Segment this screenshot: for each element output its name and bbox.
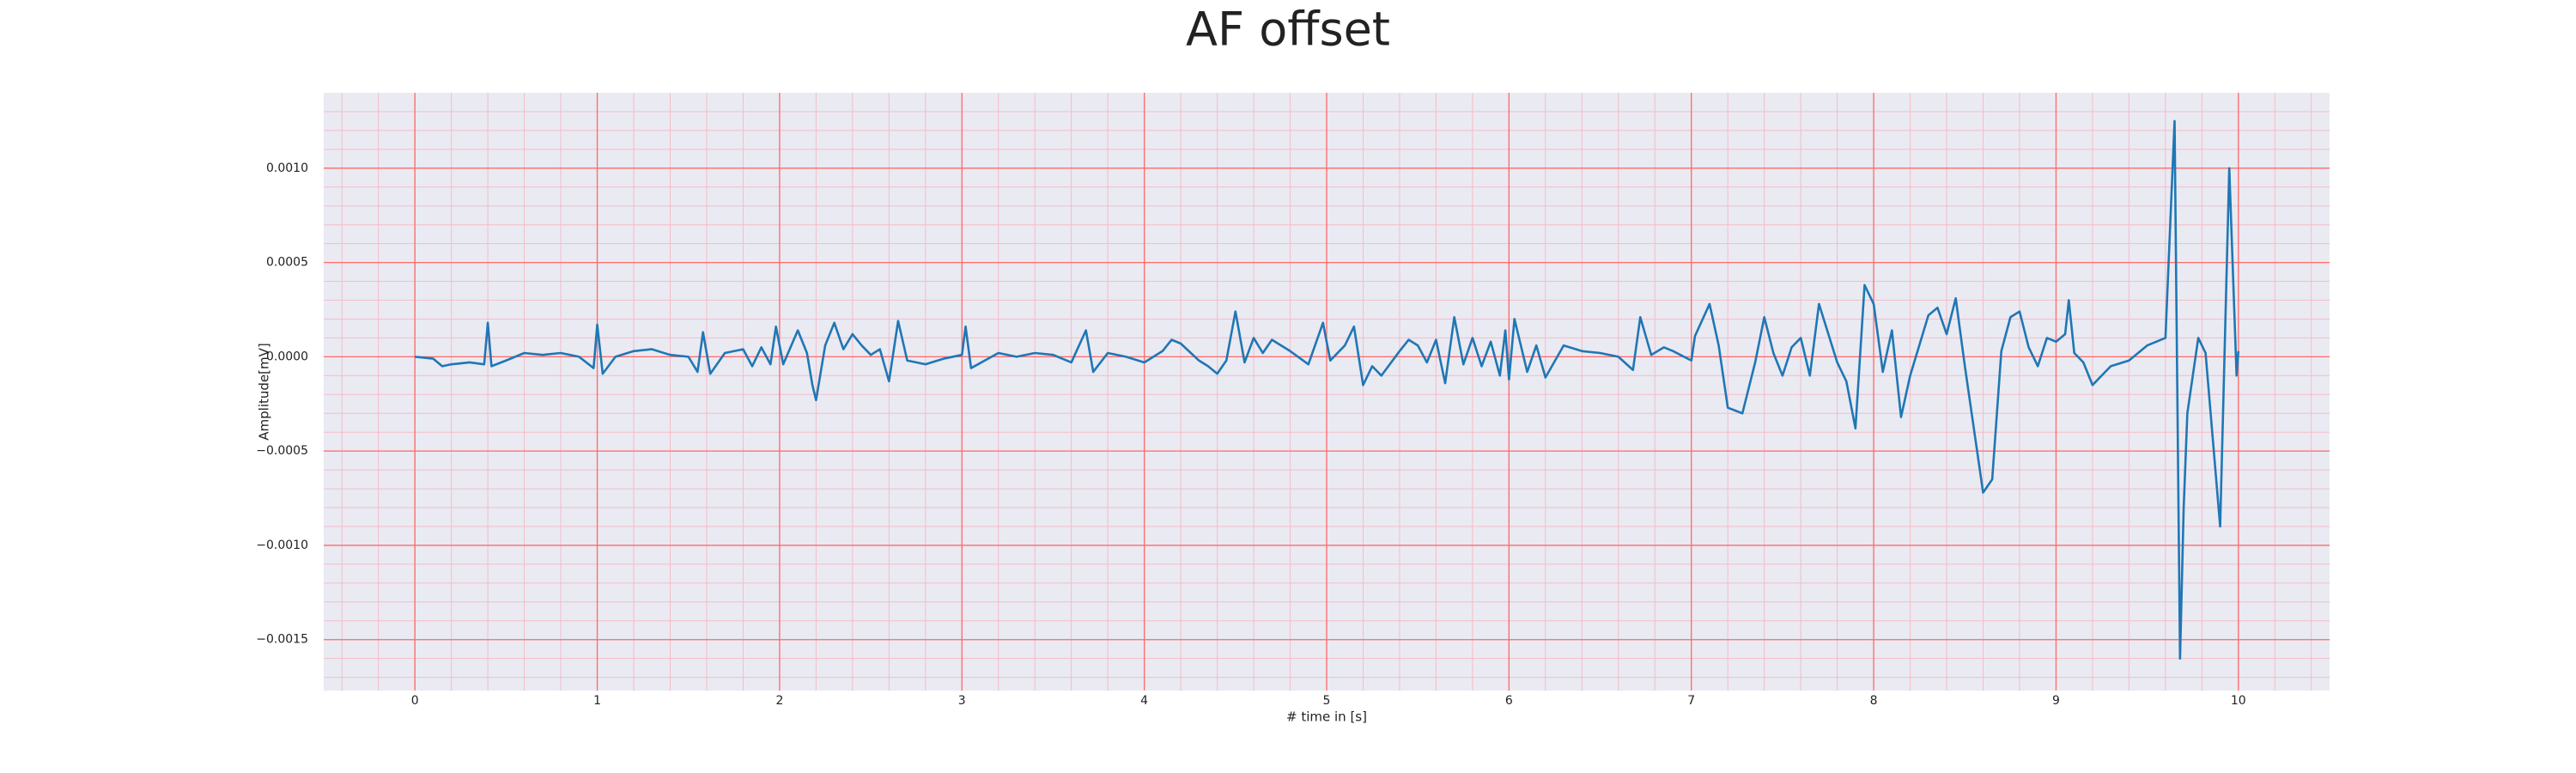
y-axis-label: Amplitude[mV] (257, 343, 272, 440)
y-tick-label: −0.0010 (256, 539, 308, 552)
x-tick-label: 6 (1505, 694, 1513, 708)
y-tick-label: 0.0000 (266, 350, 308, 363)
y-tick-label: 0.0010 (266, 161, 308, 175)
x-tick-label: 5 (1323, 694, 1331, 708)
x-axis-label: # time in [s] (1286, 709, 1367, 725)
x-tick-label: 1 (593, 694, 601, 708)
y-tick-label: 0.0005 (266, 256, 308, 270)
x-tick-label: 0 (411, 694, 419, 708)
x-tick-label: 4 (1140, 694, 1148, 708)
y-tick-label: −0.0015 (256, 633, 308, 647)
x-tick-label: 3 (958, 694, 966, 708)
x-tick-label: 9 (2052, 694, 2060, 708)
x-tick-label: 7 (1687, 694, 1695, 708)
x-tick-label: 2 (775, 694, 783, 708)
chart-title: AF offset (1186, 3, 1390, 57)
x-tick-label: 10 (2231, 694, 2246, 708)
series-line (415, 119, 2240, 660)
x-tick-label: 8 (1870, 694, 1878, 708)
y-tick-label: −0.0005 (256, 444, 308, 458)
